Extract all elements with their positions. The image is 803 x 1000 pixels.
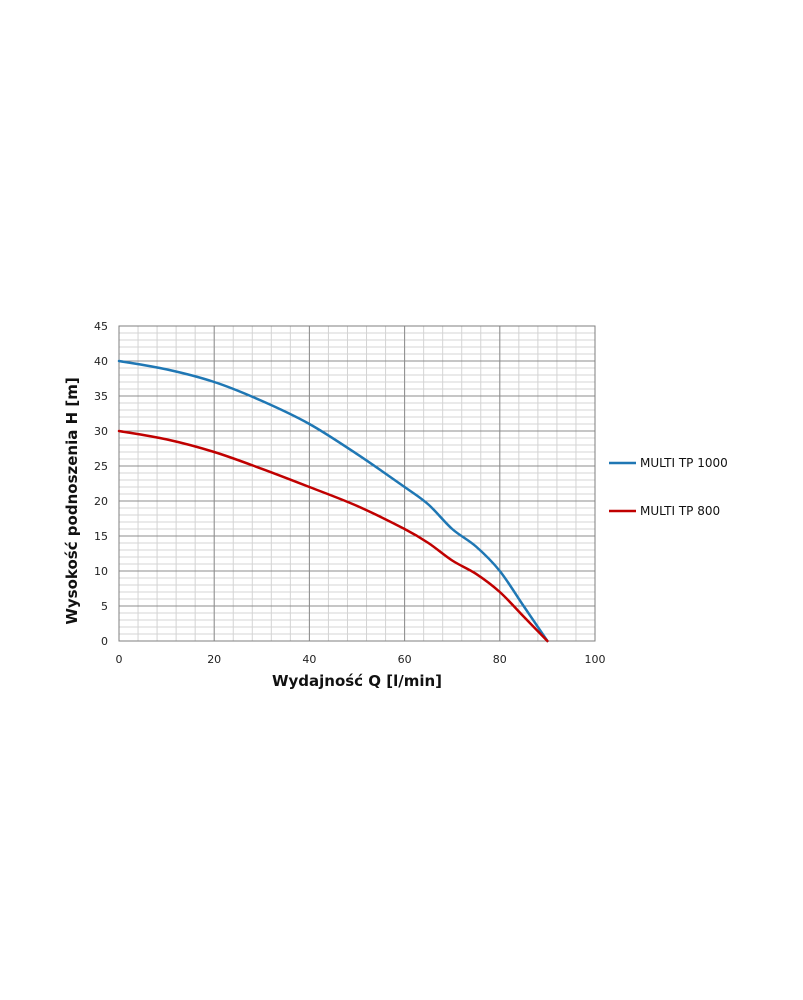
series-line-2 [117, 429, 549, 643]
x-tick-label: 100 [585, 653, 606, 666]
y-tick-label: 5 [101, 600, 108, 613]
y-tick-label: 15 [94, 530, 108, 543]
y-tick-label: 0 [101, 635, 108, 648]
y-tick-label: 30 [94, 425, 108, 438]
plot-frame [118, 325, 596, 642]
minor-grid [118, 325, 596, 642]
y-axis-title: Wysokość podnoszenia H [m] [63, 377, 81, 624]
x-axis-ticks: 0 20 40 60 80 100 [116, 653, 606, 666]
y-tick-label: 25 [94, 460, 108, 473]
x-axis-title: Wydajność Q [l/min] [272, 672, 442, 690]
x-tick-label: 40 [302, 653, 316, 666]
legend: MULTI TP 1000 MULTI TP 800 [609, 456, 728, 518]
legend-label: MULTI TP 800 [640, 504, 720, 518]
x-tick-label: 60 [398, 653, 412, 666]
x-tick-label: 80 [493, 653, 507, 666]
y-tick-label: 10 [94, 565, 108, 578]
x-tick-label: 20 [207, 653, 221, 666]
y-tick-label: 45 [94, 320, 108, 333]
x-tick-label: 0 [116, 653, 123, 666]
y-tick-label: 20 [94, 495, 108, 508]
y-tick-label: 40 [94, 355, 108, 368]
series-line-1 [117, 359, 549, 643]
major-grid [118, 325, 596, 642]
legend-label: MULTI TP 1000 [640, 456, 728, 470]
series-lines [117, 359, 549, 643]
y-axis-ticks: 0 5 10 15 20 25 30 35 40 45 [94, 320, 108, 648]
y-tick-label: 35 [94, 390, 108, 403]
